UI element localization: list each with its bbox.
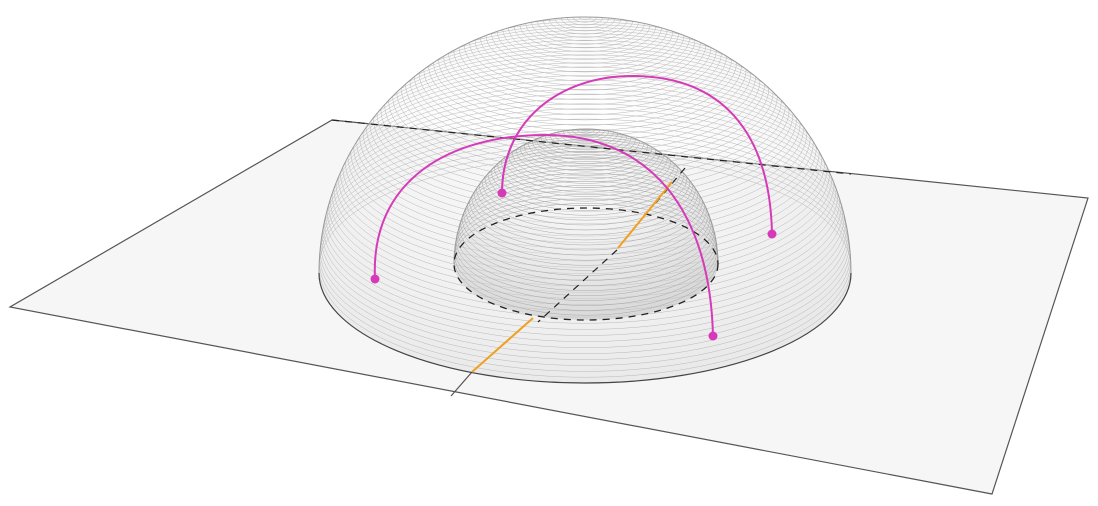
- axis-segment-highlight-lower: [471, 317, 534, 373]
- geodesic-endpoint-right-a: [497, 188, 507, 198]
- geodesic-arc-left: [373, 133, 714, 337]
- plane-back-edge-hidden: [331, 119, 852, 175]
- geodesic-endpoint-left-b: [708, 331, 718, 341]
- inner-hemisphere-silhouette: [453, 128, 719, 265]
- geodesic-endpoint-left-a: [370, 274, 380, 284]
- axis-segment-highlight-upper: [617, 181, 673, 249]
- outer-base-circle-front: [318, 272, 852, 384]
- inner-hemisphere: [453, 128, 719, 320]
- outer-hemisphere-silhouette: [318, 16, 852, 274]
- geodesic-arc-right: [501, 74, 773, 235]
- plane-axis-hidden-middle: [537, 249, 618, 323]
- inner-base-circle-dashed: [453, 207, 719, 321]
- plane-axis-front: [450, 371, 473, 397]
- geodesic-endpoint-right-b: [767, 229, 777, 239]
